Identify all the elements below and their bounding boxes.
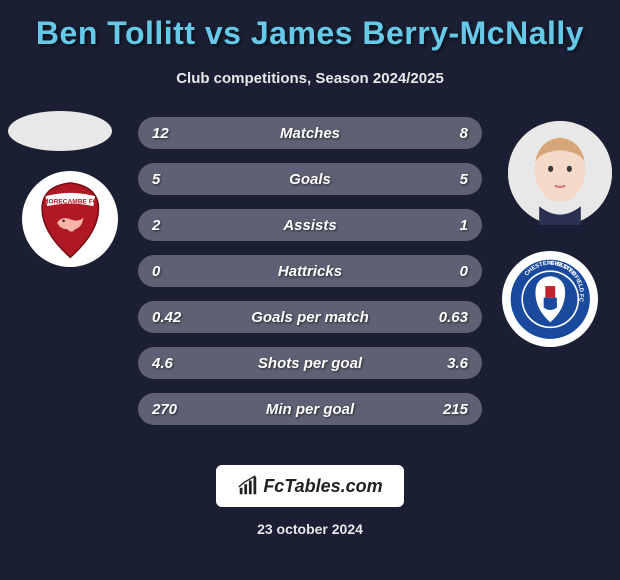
stat-row-assists: 2 Assists 1 xyxy=(138,209,482,241)
chart-icon xyxy=(237,475,259,497)
stat-label: Goals xyxy=(138,171,482,188)
club-badge-left: MORECAMBE FC xyxy=(22,171,118,267)
stat-row-min-per-goal: 270 Min per goal 215 xyxy=(138,393,482,425)
stat-label: Shots per goal xyxy=(138,355,482,372)
stat-row-goals-per-match: 0.42 Goals per match 0.63 xyxy=(138,301,482,333)
stat-label: Hattricks xyxy=(138,263,482,280)
morecambe-badge-icon: MORECAMBE FC xyxy=(29,178,112,261)
stat-row-matches: 12 Matches 8 xyxy=(138,117,482,149)
stat-label: Min per goal xyxy=(138,401,482,418)
player-photo-left xyxy=(8,111,112,151)
stat-label: Matches xyxy=(138,125,482,142)
club-badge-right: CHESTERFIELD FC CHESTERFIELD FC xyxy=(502,251,598,347)
comparison-title: Ben Tollitt vs James Berry-McNally xyxy=(0,15,620,52)
stat-row-goals: 5 Goals 5 xyxy=(138,163,482,195)
footer-brand-text: FcTables.com xyxy=(263,476,382,497)
stat-rows: 12 Matches 8 5 Goals 5 2 Assists 1 0 Hat… xyxy=(138,117,482,439)
player-photo-right xyxy=(508,121,612,225)
comparison-date: 23 october 2024 xyxy=(0,521,620,537)
stats-area: MORECAMBE FC CHESTERFIELD FC xyxy=(0,117,620,447)
season-subtitle: Club competitions, Season 2024/2025 xyxy=(0,70,620,87)
stat-label: Goals per match xyxy=(138,309,482,326)
stat-row-hattricks: 0 Hattricks 0 xyxy=(138,255,482,287)
svg-text:MORECAMBE FC: MORECAMBE FC xyxy=(43,198,98,205)
chesterfield-badge-icon: CHESTERFIELD FC CHESTERFIELD FC xyxy=(509,258,592,341)
player-face-icon xyxy=(508,121,612,225)
stat-row-shots-per-goal: 4.6 Shots per goal 3.6 xyxy=(138,347,482,379)
stat-label: Assists xyxy=(138,217,482,234)
fctables-logo: FcTables.com xyxy=(216,465,404,507)
